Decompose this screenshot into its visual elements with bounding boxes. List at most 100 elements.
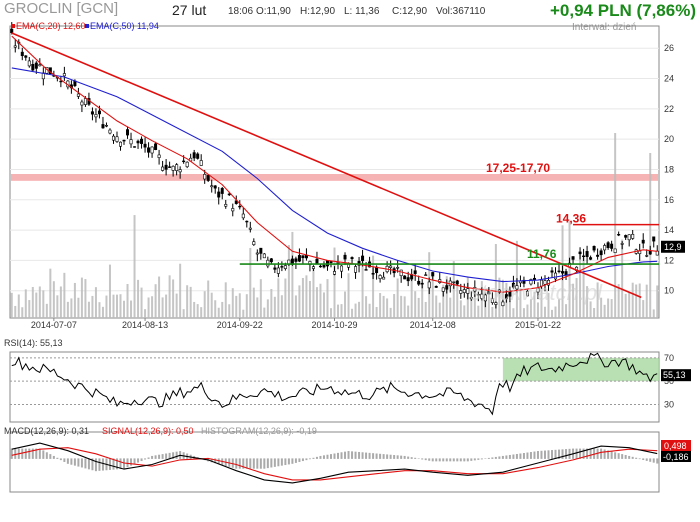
volume-bar [214,300,217,318]
volume-bar [656,285,659,318]
volume-bar [305,275,308,318]
macd-title: MACD(12,26,9): 0,31 [4,426,89,436]
macd-histogram-bar [386,454,389,459]
candle-body [561,271,565,274]
price-tick-label: 14 [664,225,674,235]
candle-body [361,255,365,261]
volume-bar [347,273,350,318]
rsi-tick-label: 70 [664,353,674,363]
volume-bar [473,290,476,318]
volume-bar [617,284,620,318]
volume-bar [77,297,80,318]
candle-body [645,255,649,257]
macd-histogram-bar [322,455,325,459]
candle-body [217,191,221,198]
volume-bar [182,309,185,318]
candle-body [427,281,431,289]
price-tick-label: 12 [664,255,674,265]
candle-body [126,129,130,136]
candle-body [329,261,333,264]
volume-bar [151,296,154,318]
volume-bar [17,294,20,318]
candle-body [483,294,487,302]
candle-body [620,243,624,245]
volume-bar [38,286,41,318]
volume-bar [333,247,336,318]
candle-body [143,143,147,148]
candle-body [31,64,35,71]
volume-bar [105,295,108,318]
candle-body [543,280,547,285]
macd-panel-frame [9,431,660,493]
volume-bar [410,280,413,318]
volume-bar [238,293,241,318]
macd-histogram-bar [112,458,115,470]
candle-body [501,301,505,307]
macd-histogram-bar [526,452,529,459]
candle-body [10,28,14,34]
macd-line [11,442,658,484]
volume-bar [389,307,392,318]
volume-bar [14,305,17,318]
candle-body [147,147,151,153]
macd-histogram-bar [28,448,31,459]
candle-body [38,64,42,67]
volume-bar [491,306,494,318]
candle-body [557,270,561,273]
macd-histogram-bar [603,449,606,459]
volume-bar [66,301,69,318]
macd-histogram-bar [628,455,631,459]
candle-body [550,270,554,273]
ema20-legend-swatch [11,24,15,28]
volume-bar [203,291,206,318]
volume-bar [315,287,318,318]
macd-histogram-bar [115,458,118,470]
candle-body [20,51,24,57]
volume-bar [179,263,182,318]
candle-body [378,275,382,280]
macd-histogram-bar [561,449,564,459]
candle-body [108,129,112,134]
zone-label: 17,25-17,70 [486,161,550,175]
macd-histogram-bar [431,458,434,462]
candle-body [452,281,456,283]
volume-bar [379,293,382,318]
candle-body [175,164,179,171]
macd-histogram-bar [351,451,354,459]
candle-body [417,280,421,285]
volume-bar [642,300,645,318]
volume-bar [449,297,452,318]
volume-bar [52,281,55,318]
candle-body [294,258,298,262]
candle-body [406,277,410,282]
candle-body [245,220,249,223]
macd-histogram-bar [498,456,501,459]
macd-histogram-bar [301,458,304,462]
volume-bar [210,292,213,318]
resistance-label: 14,36 [556,212,586,226]
macd-histogram-bar [494,456,497,459]
volume-bar [424,301,427,318]
rsi-line [11,352,658,416]
volume-bar [98,302,101,318]
macd-histogram-bar [270,458,273,468]
volume-bar [631,282,634,318]
volume-bar [624,293,627,318]
macd-histogram-bar [235,458,238,469]
candle-body [133,146,137,148]
price-tick-label: 10 [664,286,674,296]
last-price-label: 12,9 [664,242,682,252]
volume-bar [431,276,434,318]
volume-bar [165,294,168,318]
macd-histogram-bar [449,458,452,462]
volume-bar [638,283,641,318]
candle-body [596,254,600,257]
volume-bar [31,286,34,318]
candle-body [490,298,494,303]
x-tick-label: 2015-01-22 [515,320,561,330]
volume-bar [224,282,227,318]
volume-bar [235,295,238,318]
candle-body [617,233,621,236]
volume-bar [628,292,631,318]
macd-histogram-bar [375,453,378,459]
